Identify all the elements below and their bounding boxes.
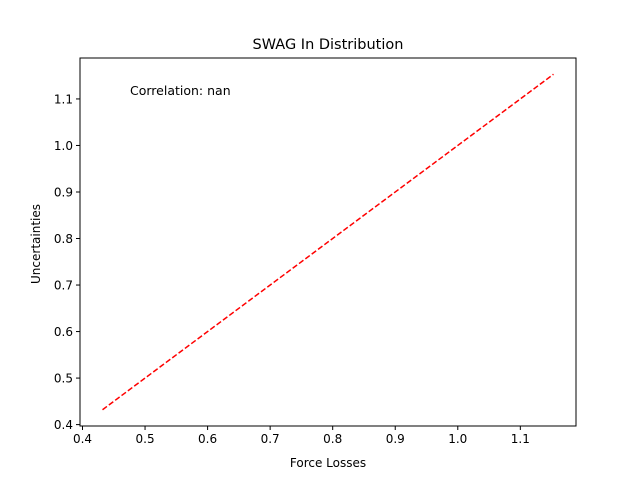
series-line-0	[102, 73, 554, 411]
y-tick-label: 0.5	[54, 372, 73, 386]
y-tick-label: 0.7	[54, 279, 73, 293]
y-tick-label: 0.9	[54, 185, 73, 199]
x-tick-label: 0.9	[386, 432, 405, 446]
annotation-text: Correlation: nan	[130, 83, 231, 98]
x-tick-label: 0.7	[261, 432, 280, 446]
axes-frame	[79, 57, 577, 427]
plot-area: 0.4 0.5 0.6 0.7 0.8 0.9 1.0 1.1 0.4 0.5 0.6 0.7 0.8 0…	[54, 57, 577, 446]
x-tick-label: 1.0	[448, 432, 467, 446]
x-tick-label: 0.5	[136, 432, 155, 446]
chart-title: SWAG In Distribution	[253, 37, 404, 53]
y-axis-title: Uncertainties	[29, 204, 43, 284]
x-axis-title: Force Losses	[290, 456, 366, 470]
y-tick-label: 0.4	[54, 418, 73, 432]
y-tick-label: 1.1	[54, 92, 73, 106]
x-tick-label: 0.6	[198, 432, 217, 446]
x-tick-label: 0.8	[323, 432, 342, 446]
y-tick-label: 1.0	[54, 139, 73, 153]
x-tick-label: 1.1	[511, 432, 530, 446]
y-tick-label: 0.8	[54, 232, 73, 246]
x-tick-label: 0.4	[73, 432, 92, 446]
y-tick-label: 0.6	[54, 325, 73, 339]
